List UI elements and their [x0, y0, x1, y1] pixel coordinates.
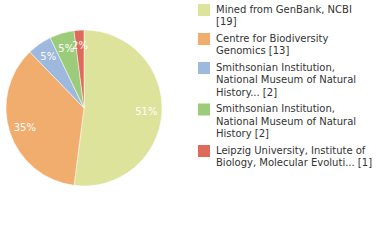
- legend-swatch: [198, 62, 210, 74]
- legend-item: Centre for BiodiversityGenomics [13]: [198, 33, 329, 57]
- legend-label: Smithsonian Institution,National Museum …: [216, 62, 356, 98]
- legend-swatch: [198, 4, 210, 16]
- pie: [6, 30, 162, 186]
- data-label: 5%: [40, 51, 56, 62]
- legend-swatch: [198, 104, 210, 116]
- legend-item: Mined from GenBank, NCBI[19]: [198, 4, 352, 28]
- chart: 51%35%5%5%2%Mined from GenBank, NCBI[19]…: [0, 0, 380, 240]
- data-labels: 51%35%5%5%2%: [14, 40, 158, 133]
- legend-label: Centre for BiodiversityGenomics [13]: [216, 33, 329, 57]
- legend-label: Smithsonian Institution,National Museum …: [216, 103, 356, 139]
- legend: Mined from GenBank, NCBI[19] Centre for B…: [198, 4, 372, 169]
- legend-swatch: [198, 145, 210, 157]
- data-label: 51%: [135, 106, 157, 117]
- pie-slice: [74, 30, 162, 186]
- legend-item: Smithsonian Institution,National Museum …: [198, 62, 356, 98]
- data-label: 2%: [72, 40, 88, 51]
- data-label: 35%: [14, 122, 36, 133]
- legend-item: Smithsonian Institution,National Museum …: [198, 103, 356, 139]
- legend-swatch: [198, 33, 210, 45]
- legend-item: Leipzig University, Institute ofBiology,…: [198, 145, 372, 169]
- legend-label: Leipzig University, Institute ofBiology,…: [216, 145, 372, 169]
- legend-label: Mined from GenBank, NCBI[19]: [216, 4, 352, 28]
